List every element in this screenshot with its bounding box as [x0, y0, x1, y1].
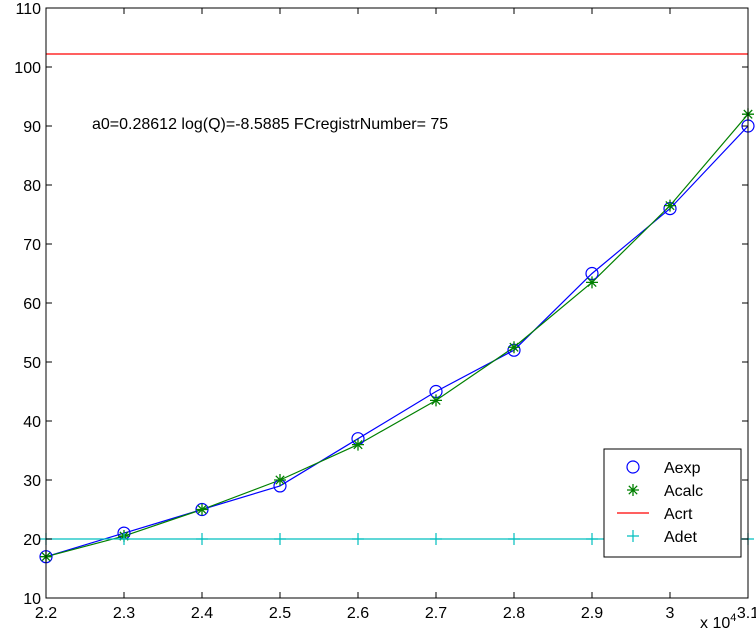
x-tick-label: 2.3 — [113, 605, 135, 622]
tick-labels: 2.2 2.3 2.4 2.5 2.6 2.7 2.8 2.9 3 3.1 10 20 30 40 50 60… — [14, 1, 756, 622]
x-tick-label: 2.4 — [191, 605, 213, 622]
x-tick-label: 3 — [666, 605, 675, 622]
legend-label-aexp: Aexp — [664, 460, 701, 477]
x-tick-label: 2.2 — [35, 605, 57, 622]
series-lines — [45, 53, 749, 558]
legend-items: Aexp Acalc Acrt Adet — [617, 460, 703, 546]
x-tick-label: 2.6 — [347, 605, 369, 622]
x-scale-base: x 10 — [700, 615, 730, 632]
point-acalc — [586, 276, 598, 289]
legend-swatch-aexp — [626, 460, 640, 474]
series-line-aexp — [45, 125, 749, 558]
x-tick-label: 2.5 — [269, 605, 291, 622]
series-markers — [39, 108, 755, 564]
x-tick-label: 2.8 — [503, 605, 525, 622]
x-scale-label: x 104 — [700, 612, 736, 632]
point-acalc — [352, 438, 364, 451]
legend-swatch-acalc — [627, 484, 639, 496]
y-tick-label: 70 — [23, 237, 41, 254]
y-tick-label: 100 — [14, 60, 41, 77]
point-acalc — [274, 474, 286, 486]
y-tick-label: 60 — [23, 296, 41, 313]
y-tick-label: 90 — [23, 119, 41, 136]
axis-ticks — [45, 7, 749, 599]
point-adet — [274, 533, 286, 545]
series-line-acalc — [45, 113, 749, 558]
point-adet — [586, 533, 598, 545]
fit-annotation: a0=0.28612 log(Q)=-8.5885 FCregistrNumbe… — [92, 116, 448, 133]
legend: Aexp Acalc Acrt Adet — [603, 448, 742, 558]
y-tick-label: 20 — [23, 532, 41, 549]
legend-swatch-adet — [627, 530, 639, 542]
point-acalc — [430, 394, 442, 407]
x-tick-label: 2.9 — [581, 605, 603, 622]
y-tick-label: 110 — [15, 1, 41, 18]
x-tick-label: 2.7 — [425, 605, 447, 622]
legend-label-acrt: Acrt — [664, 506, 693, 523]
point-adet — [508, 533, 520, 545]
x-scale-exponent: 4 — [730, 612, 736, 624]
point-adet — [196, 533, 208, 545]
legend-label-adet: Adet — [664, 529, 697, 546]
y-tick-label: 40 — [23, 414, 41, 431]
point-adet — [118, 533, 130, 545]
y-tick-label: 80 — [23, 178, 41, 195]
x-tick-label: 3.1 — [737, 605, 756, 622]
point-adet — [430, 533, 442, 545]
point-acalc — [508, 341, 520, 354]
y-tick-label: 10 — [23, 591, 41, 608]
y-tick-label: 50 — [23, 355, 41, 372]
point-acalc — [196, 503, 208, 516]
y-tick-label: 30 — [23, 473, 41, 490]
point-acalc — [664, 199, 676, 212]
point-adet — [352, 533, 364, 545]
legend-label-acalc: Acalc — [664, 483, 703, 500]
